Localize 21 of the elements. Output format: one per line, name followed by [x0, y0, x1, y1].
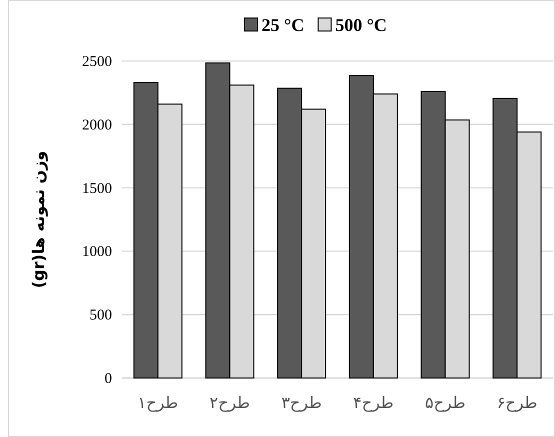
y-tick-label: 1500 [82, 180, 112, 197]
bar [277, 88, 302, 378]
y-axis-title: وزن نمونه ها(gr) [29, 150, 48, 288]
legend-label: 500 °C [335, 15, 387, 35]
y-tick-label: 2500 [82, 54, 112, 70]
x-tick-label: طرح۵ [425, 393, 466, 412]
x-tick-label: طرح۴ [353, 393, 394, 412]
y-tick-label: 500 [90, 308, 112, 324]
x-tick-label: طرح۱ [138, 393, 178, 412]
x-tick-label: طرح۳ [281, 393, 322, 412]
x-tick-label: طرح۶ [496, 393, 538, 412]
bar [205, 62, 230, 378]
bar [420, 90, 446, 378]
bar [348, 75, 374, 378]
legend-label: 25 °C [262, 15, 304, 35]
y-tick-label: 2000 [82, 117, 112, 134]
y-tick-label: 0 [104, 371, 112, 387]
x-tick-label: طرح۲ [210, 393, 250, 412]
bar [133, 82, 158, 378]
bar [492, 98, 518, 378]
y-tick-label: 1000 [82, 244, 112, 260]
